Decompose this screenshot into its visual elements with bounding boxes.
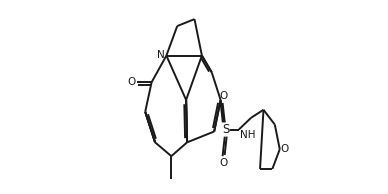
Text: O: O: [128, 77, 136, 87]
Text: NH: NH: [240, 131, 255, 140]
Text: O: O: [220, 91, 228, 101]
Text: S: S: [222, 123, 229, 136]
Text: N: N: [157, 50, 165, 60]
Text: O: O: [281, 144, 289, 154]
Text: O: O: [220, 158, 228, 168]
Text: S: S: [222, 123, 229, 136]
